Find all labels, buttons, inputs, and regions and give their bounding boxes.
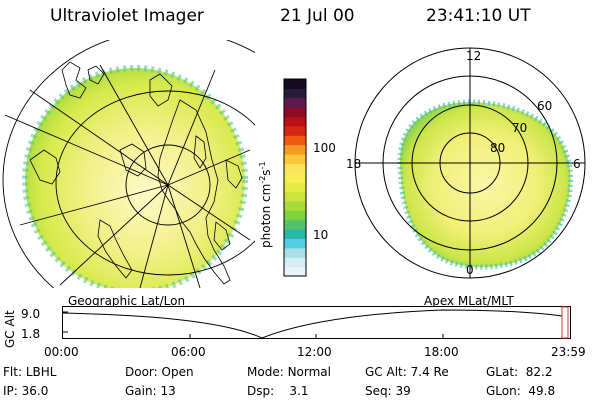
info-glat: GLat: 82.2: [486, 365, 553, 379]
colorbar-cell: [284, 154, 306, 164]
colorbar-cell: [284, 172, 306, 183]
info-ip: IP: 36.0: [3, 384, 49, 398]
mlat-label-60: 60: [537, 99, 552, 113]
colorbar-cell: [284, 116, 306, 127]
info-seq: Seq: 39: [365, 384, 411, 398]
colorbar-cell: [284, 257, 306, 268]
mlat-label-80: 80: [490, 141, 505, 155]
colorbar-cell: [284, 210, 306, 221]
date-label: 21 Jul 00: [280, 6, 355, 26]
colorbar-cell: [284, 229, 306, 239]
mlt-label-18: 18: [346, 157, 361, 171]
colorbar-cell: [284, 182, 306, 193]
coastline-outlines: [29, 61, 243, 285]
latitude-circle-mid: [55, 90, 255, 276]
timeline-xtick-0000: 00:00: [44, 345, 79, 359]
timeline-ytick-9: 9.0: [21, 307, 41, 321]
geographic-map: [2, 40, 255, 288]
info-door: Door: Open: [125, 365, 194, 379]
info-dsp: Dsp: 3.1: [247, 384, 309, 398]
info-mode: Mode: Normal: [247, 365, 331, 379]
info-gc-alt: GC Alt: 7.4 Re: [365, 365, 449, 379]
timeline-ytick-1.8: 1.8: [21, 327, 41, 341]
orbit-altitude-timeline: [62, 306, 571, 339]
colorbar-cell: [284, 200, 306, 211]
intensity-colorbar: [283, 78, 307, 277]
colorbar-cell: [284, 125, 306, 136]
colorbar-cell: [284, 238, 306, 249]
timeline-ylabel: GC Alt: [3, 310, 17, 348]
mlt-label-12: 12: [466, 49, 481, 63]
info-filter: Flt: LBHL: [3, 365, 57, 379]
timeline-xtick-1200: 12:00: [297, 345, 332, 359]
colorbar-cell: [284, 191, 306, 202]
aurora-emission-disk: [25, 68, 245, 288]
apex-polar-map: 12 18 6 0 60 70 80: [346, 47, 586, 279]
colorbar-cell: [284, 97, 306, 108]
colorbar-cell: [284, 144, 306, 155]
colorbar-cell: [284, 79, 306, 89]
time-label: 23:41:10 UT: [426, 6, 531, 26]
colorbar-cell: [284, 266, 306, 277]
mlt-label-6: 6: [573, 157, 581, 171]
colorbar-cell: [284, 135, 306, 146]
colorbar-cell: [284, 219, 306, 230]
timeline-xtick-0600: 06:00: [171, 345, 206, 359]
info-gain: Gain: 13: [125, 384, 176, 398]
current-time-marker: [561, 306, 569, 339]
instrument-title: Ultraviolet Imager: [50, 6, 204, 26]
mlt-label-0: 0: [466, 263, 474, 277]
geographic-label: Geographic Lat/Lon: [68, 294, 186, 308]
timeline-xtick-1800: 18:00: [424, 345, 459, 359]
altitude-curve: [62, 309, 563, 339]
colorbar-cell: [284, 247, 306, 258]
colorbar-cell: [284, 163, 306, 174]
apex-label: Apex MLat/MLT: [424, 294, 514, 308]
colorbar-unit-label: photon cm-2s-1: [258, 161, 273, 248]
info-glon: GLon: 49.8: [486, 384, 556, 398]
timeline-xtick-2359: 23:59: [551, 345, 586, 359]
latitude-circle-inner: [125, 144, 211, 226]
colorbar-cell: [284, 107, 306, 118]
mlat-label-70: 70: [512, 121, 527, 135]
auroral-oval-emission: [397, 99, 574, 270]
colorbar-tick-100: 100: [313, 141, 336, 155]
colorbar-cell: [284, 88, 306, 99]
latitude-circle-outer: [2, 40, 255, 288]
colorbar-tick-10: 10: [313, 228, 329, 242]
